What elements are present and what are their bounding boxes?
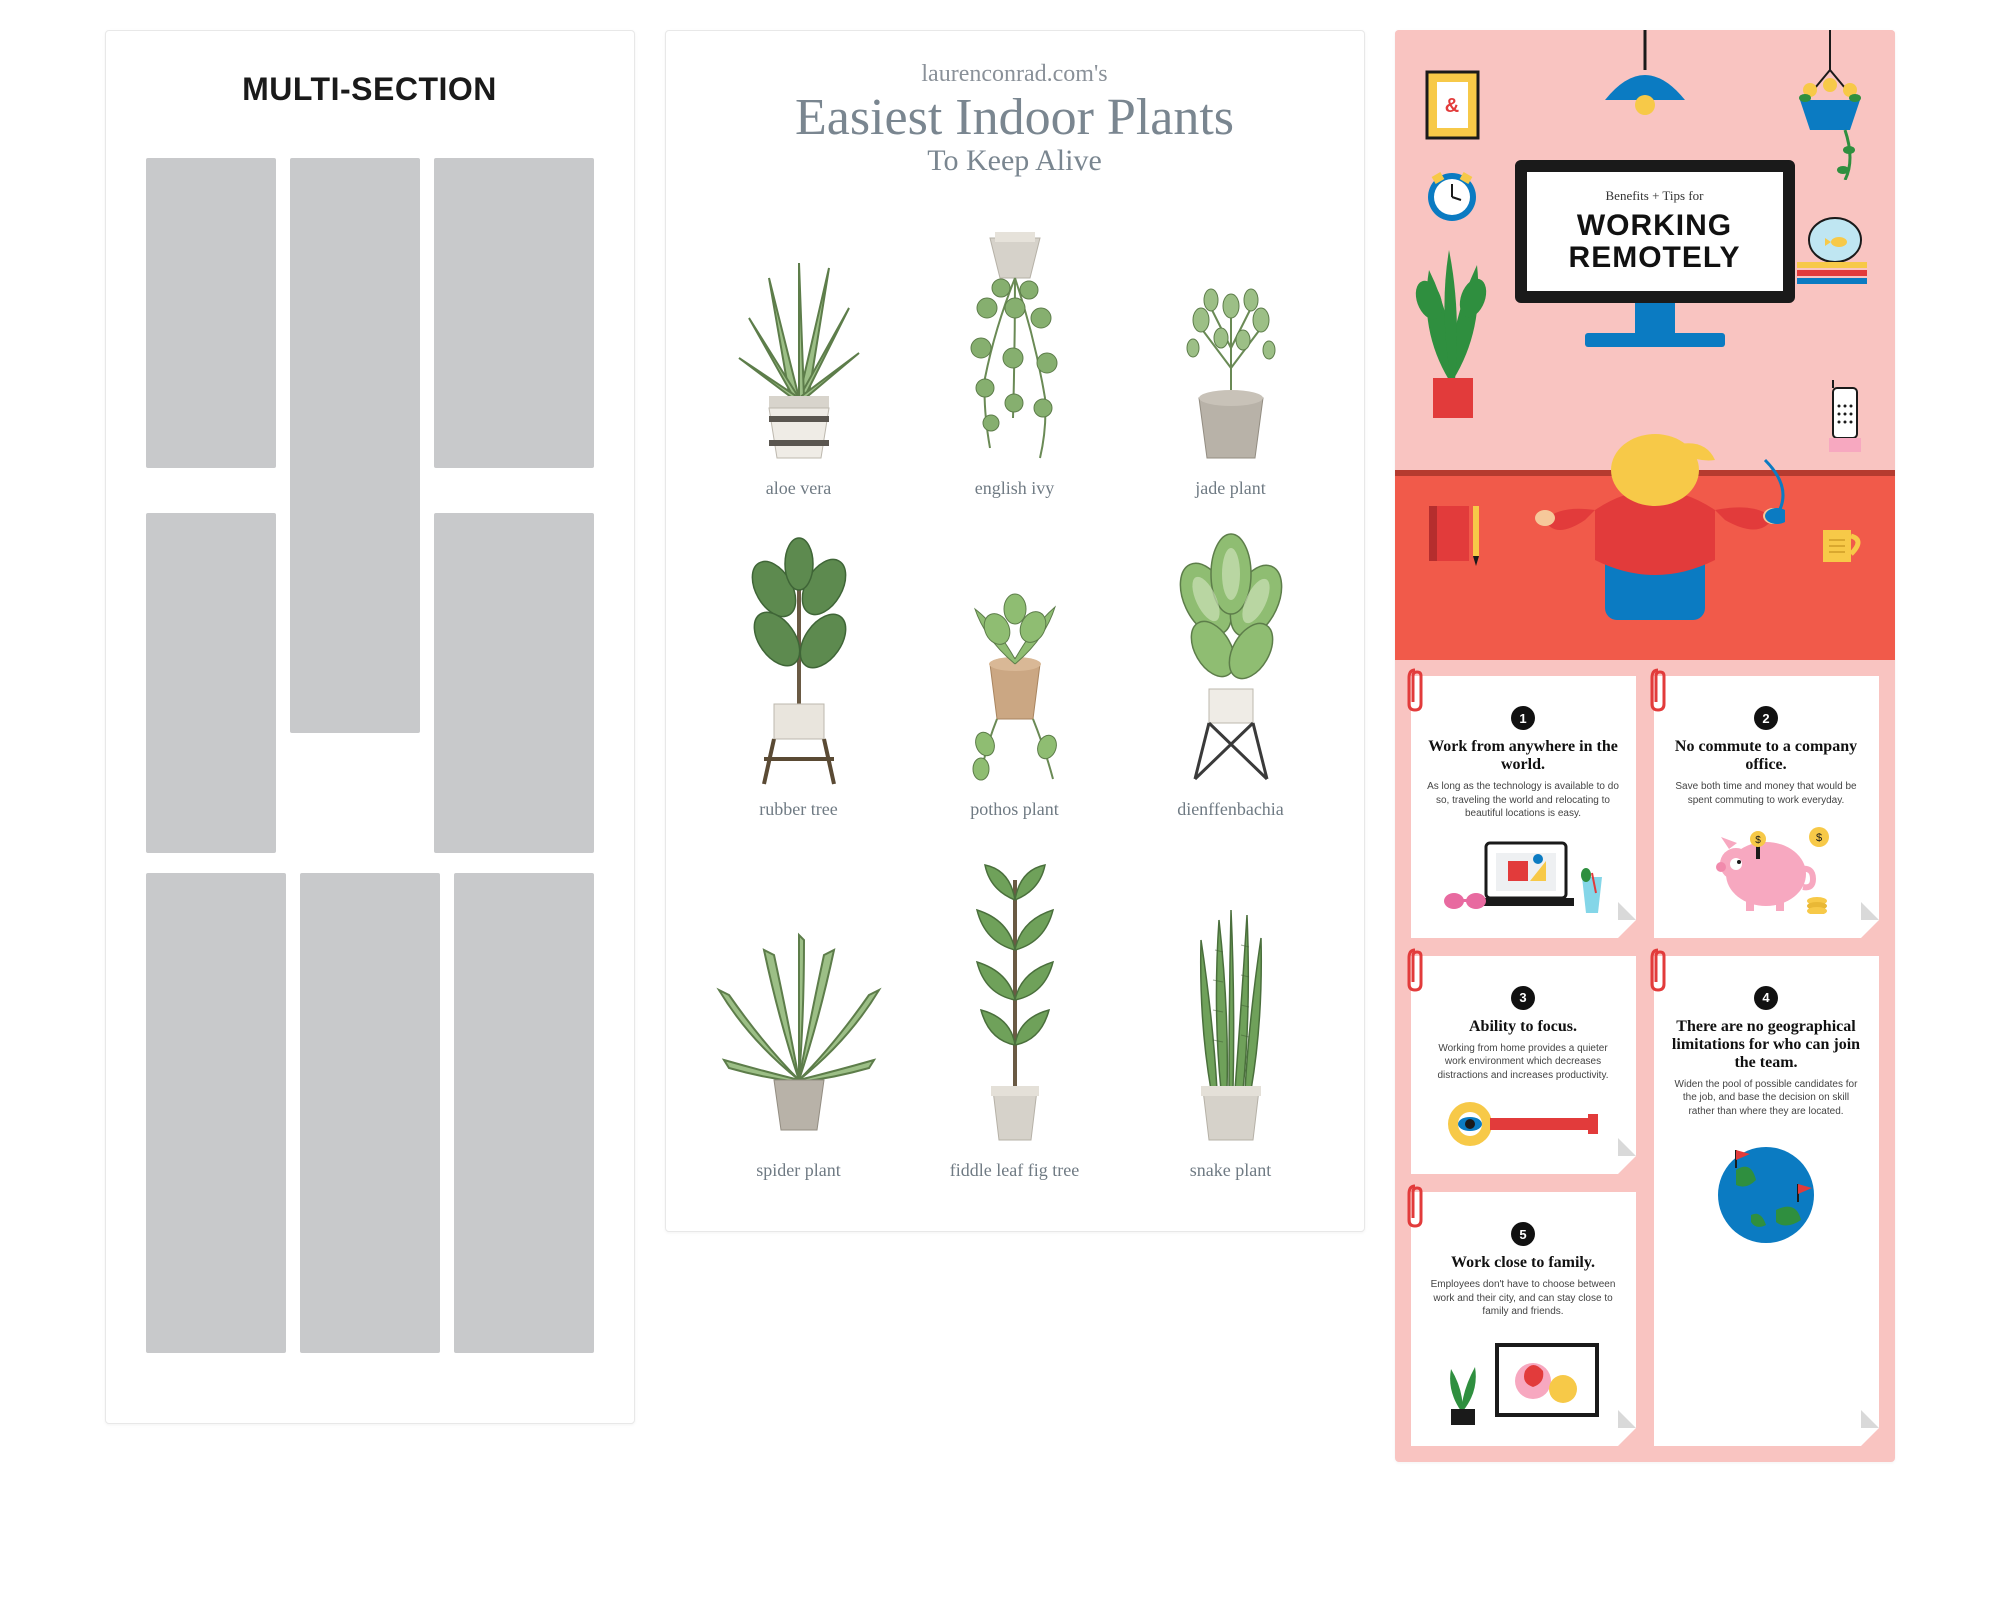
- multi-section-panel: MULTI-SECTION: [105, 30, 635, 1424]
- plant-dieffenbachia: dienffenbachia: [1128, 519, 1334, 830]
- card-number: 5: [1511, 1222, 1535, 1246]
- plant-label: rubber tree: [759, 799, 837, 820]
- monitor: Benefits + Tips for WORKING REMOTELY: [1515, 160, 1795, 347]
- plant-icon: [1151, 258, 1311, 468]
- plant-label: english ivy: [975, 478, 1055, 499]
- card-5: 5 Work close to family. Employees don't …: [1411, 1192, 1636, 1446]
- plant-grid: aloe vera english ivy: [696, 198, 1334, 1191]
- plant-pothos: pothos plant: [912, 519, 1118, 830]
- wireframe-section-3: [146, 873, 594, 1353]
- floor-plant-icon: [1409, 210, 1499, 440]
- plant-english-ivy: english ivy: [912, 198, 1118, 509]
- picture-frame-icon: &: [1425, 70, 1480, 140]
- card-3: 3 Ability to focus. Working from home pr…: [1411, 956, 1636, 1175]
- notebook-icon: [1423, 500, 1483, 570]
- hanging-plant-icon: [1785, 30, 1875, 180]
- wf-block: [434, 158, 594, 468]
- card-title: Work from anywhere in the world.: [1427, 738, 1620, 774]
- wf-block: [146, 158, 276, 468]
- plant-label: fiddle leaf fig tree: [950, 1160, 1079, 1181]
- plant-icon: [719, 529, 879, 789]
- person-icon: [1525, 390, 1785, 650]
- paperclip-icon: [1646, 944, 1676, 994]
- card-illustration: [1427, 1331, 1620, 1426]
- plant-jade: jade plant: [1128, 198, 1334, 509]
- plant-label: aloe vera: [766, 478, 831, 499]
- card-illustration: $ $: [1670, 819, 1863, 914]
- paperclip-icon: [1403, 664, 1433, 714]
- plant-icon: [719, 258, 879, 468]
- plant-icon: [935, 208, 1095, 468]
- plant-spider: spider plant: [696, 840, 902, 1191]
- plant-icon: [1151, 890, 1311, 1150]
- card-number: 2: [1754, 706, 1778, 730]
- plant-icon: [935, 569, 1095, 789]
- card-1: 1 Work from anywhere in the world. As lo…: [1411, 676, 1636, 938]
- monitor-screen: Benefits + Tips for WORKING REMOTELY: [1515, 160, 1795, 303]
- plant-icon: [709, 920, 889, 1150]
- card-body: Working from home provides a quieter wor…: [1427, 1042, 1620, 1083]
- card-title: No commute to a company office.: [1670, 738, 1863, 774]
- screen-title-2: REMOTELY: [1537, 242, 1773, 274]
- svg-text:$: $: [1755, 835, 1761, 846]
- screen-subtitle: Benefits + Tips for: [1537, 188, 1773, 204]
- wf-block: [454, 873, 594, 1353]
- card-title: Work close to family.: [1427, 1254, 1620, 1272]
- card-body: Save both time and money that would be s…: [1670, 780, 1863, 807]
- card-number: 1: [1511, 706, 1535, 730]
- plants-subtitle: To Keep Alive: [696, 144, 1334, 178]
- plants-title: Easiest Indoor Plants: [696, 92, 1334, 144]
- phone-icon: [1825, 380, 1865, 460]
- card-4: 4 There are no geographical limitations …: [1654, 956, 1879, 1446]
- card-illustration: [1670, 1130, 1863, 1250]
- plant-aloe-vera: aloe vera: [696, 198, 902, 509]
- plant-label: jade plant: [1195, 478, 1265, 499]
- lamp-icon: [1575, 30, 1715, 150]
- plant-rubber-tree: rubber tree: [696, 519, 902, 830]
- plant-label: pothos plant: [970, 799, 1059, 820]
- plant-icon: [935, 850, 1095, 1150]
- wireframe-section-1: [146, 158, 594, 578]
- card-number: 4: [1754, 986, 1778, 1010]
- plants-panel: laurenconrad.com's Easiest Indoor Plants…: [665, 30, 1365, 1232]
- card-number: 3: [1511, 986, 1535, 1010]
- card-illustration: [1427, 833, 1620, 918]
- plant-label: dienffenbachia: [1177, 799, 1284, 820]
- card-body: Widen the pool of possible candidates fo…: [1670, 1078, 1863, 1119]
- card-title: There are no geographical limitations fo…: [1670, 1018, 1863, 1072]
- wf-block: [300, 873, 440, 1353]
- fishbowl-icon: [1805, 210, 1865, 265]
- card-body: Employees don't have to choose between w…: [1427, 1278, 1620, 1319]
- plant-icon: [1151, 529, 1311, 789]
- wf-block: [146, 873, 286, 1353]
- hero-illustration: &: [1395, 30, 1895, 660]
- svg-text:$: $: [1816, 832, 1822, 844]
- plant-label: spider plant: [756, 1160, 840, 1181]
- plant-label: snake plant: [1190, 1160, 1271, 1181]
- mug-icon: [1815, 520, 1865, 570]
- books-icon: [1797, 260, 1867, 290]
- card-illustration: [1427, 1094, 1620, 1154]
- paperclip-icon: [1403, 944, 1433, 994]
- plant-fiddle-leaf: fiddle leaf fig tree: [912, 840, 1118, 1191]
- screen-title-1: WORKING: [1537, 210, 1773, 242]
- card-body: As long as the technology is available t…: [1427, 780, 1620, 821]
- paperclip-icon: [1646, 664, 1676, 714]
- remote-work-panel: &: [1395, 30, 1895, 1462]
- plants-source: laurenconrad.com's: [696, 61, 1334, 88]
- cards-grid: 1 Work from anywhere in the world. As lo…: [1395, 660, 1895, 1462]
- svg-text:&: &: [1444, 95, 1458, 117]
- paperclip-icon: [1403, 1180, 1433, 1230]
- wf-block: [290, 158, 420, 578]
- card-title: Ability to focus.: [1427, 1018, 1620, 1036]
- plant-snake: snake plant: [1128, 840, 1334, 1191]
- card-2: 2 No commute to a company office. Save b…: [1654, 676, 1879, 938]
- multi-section-title: MULTI-SECTION: [146, 71, 594, 108]
